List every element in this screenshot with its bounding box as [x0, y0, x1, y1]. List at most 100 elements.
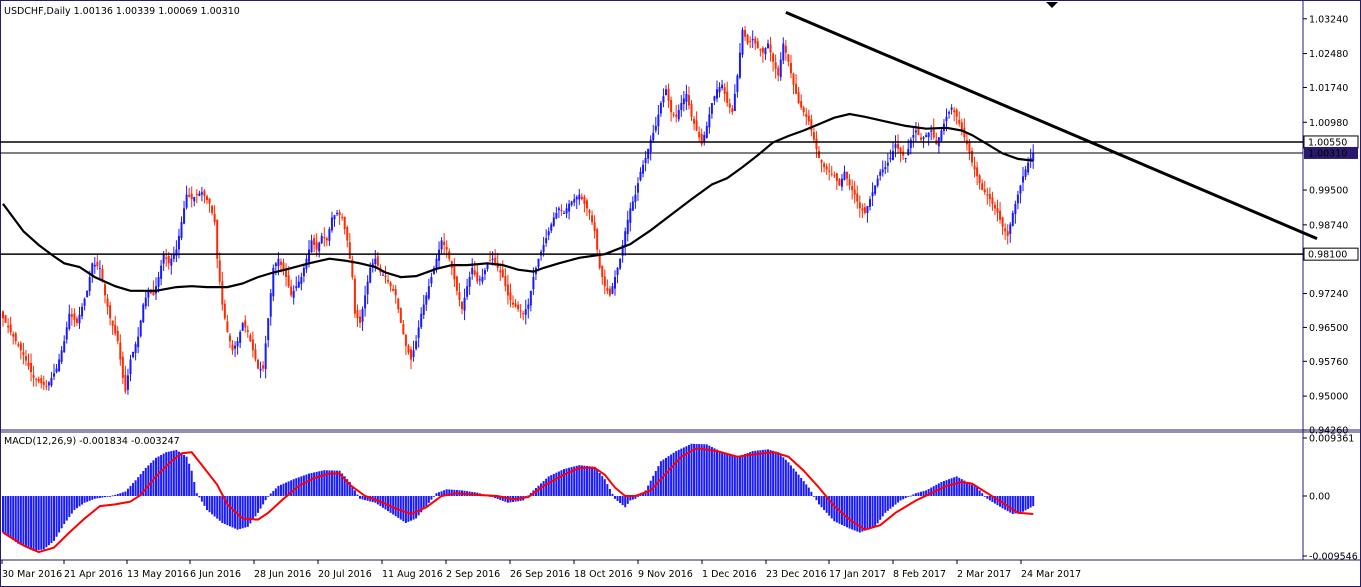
- macd-histogram-bar: [777, 452, 780, 496]
- price-tick-label: 0.94260: [1309, 426, 1348, 437]
- macd-histogram-bar: [430, 496, 433, 500]
- time-tick-label: 17 Jan 2017: [829, 569, 886, 580]
- candle-body: [394, 289, 397, 296]
- macd-histogram-bar: [978, 490, 981, 496]
- candle-body: [710, 103, 713, 114]
- macd-histogram-bar: [496, 496, 499, 499]
- macd-histogram-bar: [246, 496, 249, 527]
- macd-histogram-bar: [754, 450, 757, 496]
- macd-histogram-bar: [440, 491, 443, 496]
- candle-body: [968, 142, 971, 154]
- macd-histogram-bar: [634, 496, 637, 499]
- macd-histogram-bar: [902, 496, 905, 500]
- current-price-tag: [1304, 146, 1358, 159]
- macd-histogram-bar: [527, 495, 530, 497]
- candle-body: [448, 251, 451, 259]
- candle-body: [856, 193, 859, 202]
- candle-body: [611, 286, 614, 294]
- candle-body: [45, 385, 48, 387]
- candle-body: [124, 374, 127, 392]
- candle-body: [486, 263, 489, 270]
- macd-histogram-bar: [402, 496, 405, 522]
- candle-body: [42, 381, 45, 386]
- macd-histogram-bar: [601, 476, 604, 496]
- candle-body: [149, 291, 152, 294]
- candle-body: [323, 237, 326, 239]
- macd-histogram-bar: [129, 485, 132, 496]
- candle-body: [231, 344, 234, 351]
- macd-histogram-bar: [767, 449, 769, 496]
- macd-histogram-bar: [580, 465, 583, 496]
- candle-body: [389, 282, 392, 287]
- candle-body: [823, 163, 826, 168]
- candle-body: [139, 320, 142, 337]
- macd-histogram-bar: [336, 470, 339, 496]
- candle-body: [399, 308, 402, 323]
- macd-histogram-bar: [504, 496, 507, 502]
- candle-body: [524, 309, 527, 315]
- candle-body: [81, 306, 84, 317]
- candle-body: [185, 194, 188, 208]
- candle-body: [162, 254, 165, 264]
- candle-body: [519, 310, 522, 312]
- candle-body: [585, 200, 588, 209]
- macd-histogram-bar: [955, 476, 958, 496]
- candle-body: [415, 341, 418, 349]
- macd-histogram-bar: [774, 451, 777, 496]
- candle-body: [300, 277, 303, 284]
- macd-histogram-bar: [552, 473, 555, 496]
- candle-body: [978, 175, 981, 184]
- candle-body: [198, 193, 201, 196]
- candle-body: [254, 349, 257, 360]
- candle-body: [591, 215, 594, 223]
- candle-body: [769, 44, 772, 53]
- macd-histogram-bar: [78, 496, 81, 507]
- macd-histogram-bar: [259, 496, 262, 509]
- macd-histogram-bar: [611, 493, 614, 496]
- candle-body: [917, 127, 920, 136]
- macd-histogram-bar: [126, 488, 129, 496]
- macd-histogram-bar: [1022, 496, 1024, 512]
- macd-histogram-bar: [73, 496, 76, 511]
- candle-body: [157, 277, 160, 287]
- candle-body: [555, 212, 558, 219]
- candle-body: [642, 164, 645, 174]
- macd-histogram-bar: [35, 496, 38, 551]
- macd-histogram-bar: [9, 496, 12, 539]
- macd-histogram-bar: [27, 496, 30, 549]
- candle-body: [751, 38, 754, 41]
- macd-histogram-bar: [585, 465, 588, 496]
- candle-body: [976, 167, 979, 177]
- macd-histogram-bar: [621, 496, 624, 506]
- candle-body: [144, 297, 147, 307]
- candle-body: [353, 278, 356, 314]
- macd-histogram-bar: [570, 467, 573, 496]
- candle-body: [644, 157, 647, 164]
- candle-body: [835, 173, 838, 181]
- candle-body: [297, 281, 300, 288]
- macd-histogram-bar: [1027, 496, 1030, 509]
- candle-body: [756, 41, 759, 49]
- candle-body: [532, 277, 535, 290]
- macd-histogram-bar: [142, 471, 145, 496]
- macd-histogram-bar: [726, 453, 729, 496]
- candle-body: [427, 286, 430, 299]
- chart-shift-marker-icon[interactable]: [1046, 2, 1058, 8]
- candle-body: [50, 377, 53, 386]
- macd-histogram-bar: [863, 496, 866, 531]
- candle-body: [810, 119, 813, 131]
- candle-body: [693, 118, 696, 124]
- candle-body: [330, 217, 333, 231]
- price-tick-label: 1.03240: [1309, 14, 1348, 25]
- macd-histogram-bar: [965, 481, 968, 496]
- candle-body: [499, 270, 502, 273]
- macd-histogram-bar: [42, 496, 45, 550]
- macd-histogram-bar: [690, 443, 693, 496]
- candle-body: [381, 274, 384, 276]
- macd-histogram-bar: [287, 481, 290, 496]
- macd-histogram-bar: [40, 496, 43, 550]
- macd-histogram-bar: [353, 490, 356, 496]
- candle-body: [807, 115, 810, 122]
- macd-histogram-bar: [789, 465, 792, 496]
